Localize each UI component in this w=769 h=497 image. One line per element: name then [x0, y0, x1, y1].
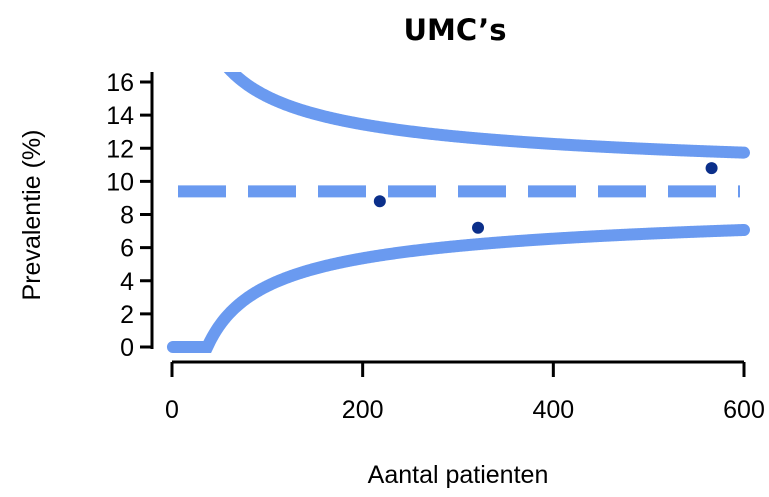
- y-tick-label: 14: [106, 102, 134, 130]
- plot-area: [166, 72, 750, 353]
- y-tick-label: 8: [120, 202, 134, 230]
- x-axis-ticks: 0 200 400 600: [165, 362, 765, 424]
- y-tick-label: 0: [120, 334, 134, 362]
- y-tick-label: 2: [120, 301, 134, 329]
- y-tick-label: 16: [106, 69, 134, 97]
- y-tick-label: 6: [120, 235, 134, 263]
- data-points: [373, 162, 718, 234]
- y-axis-title: Prevalentie (%): [18, 130, 46, 301]
- x-tick-label: 600: [723, 396, 765, 424]
- y-axis-ticks: 0 2 4 6 8 10 12 14 16: [106, 69, 152, 362]
- chart-title: UMC’s: [403, 13, 506, 47]
- data-point: [373, 195, 386, 208]
- lower-control-limit: [166, 223, 750, 353]
- axes: 0 2 4 6 8 10 12 14 16 0 200 400 600: [106, 69, 765, 424]
- x-tick-label: 400: [532, 396, 574, 424]
- x-tick-label: 200: [342, 396, 384, 424]
- x-axis-title: Aantal patienten: [368, 461, 549, 489]
- upper-control-limit: [223, 72, 750, 159]
- x-tick-label: 0: [165, 396, 179, 424]
- data-point: [472, 221, 485, 234]
- y-tick-label: 12: [106, 135, 134, 163]
- y-tick-label: 4: [120, 268, 134, 296]
- y-tick-label: 10: [106, 168, 134, 196]
- data-point: [705, 162, 718, 175]
